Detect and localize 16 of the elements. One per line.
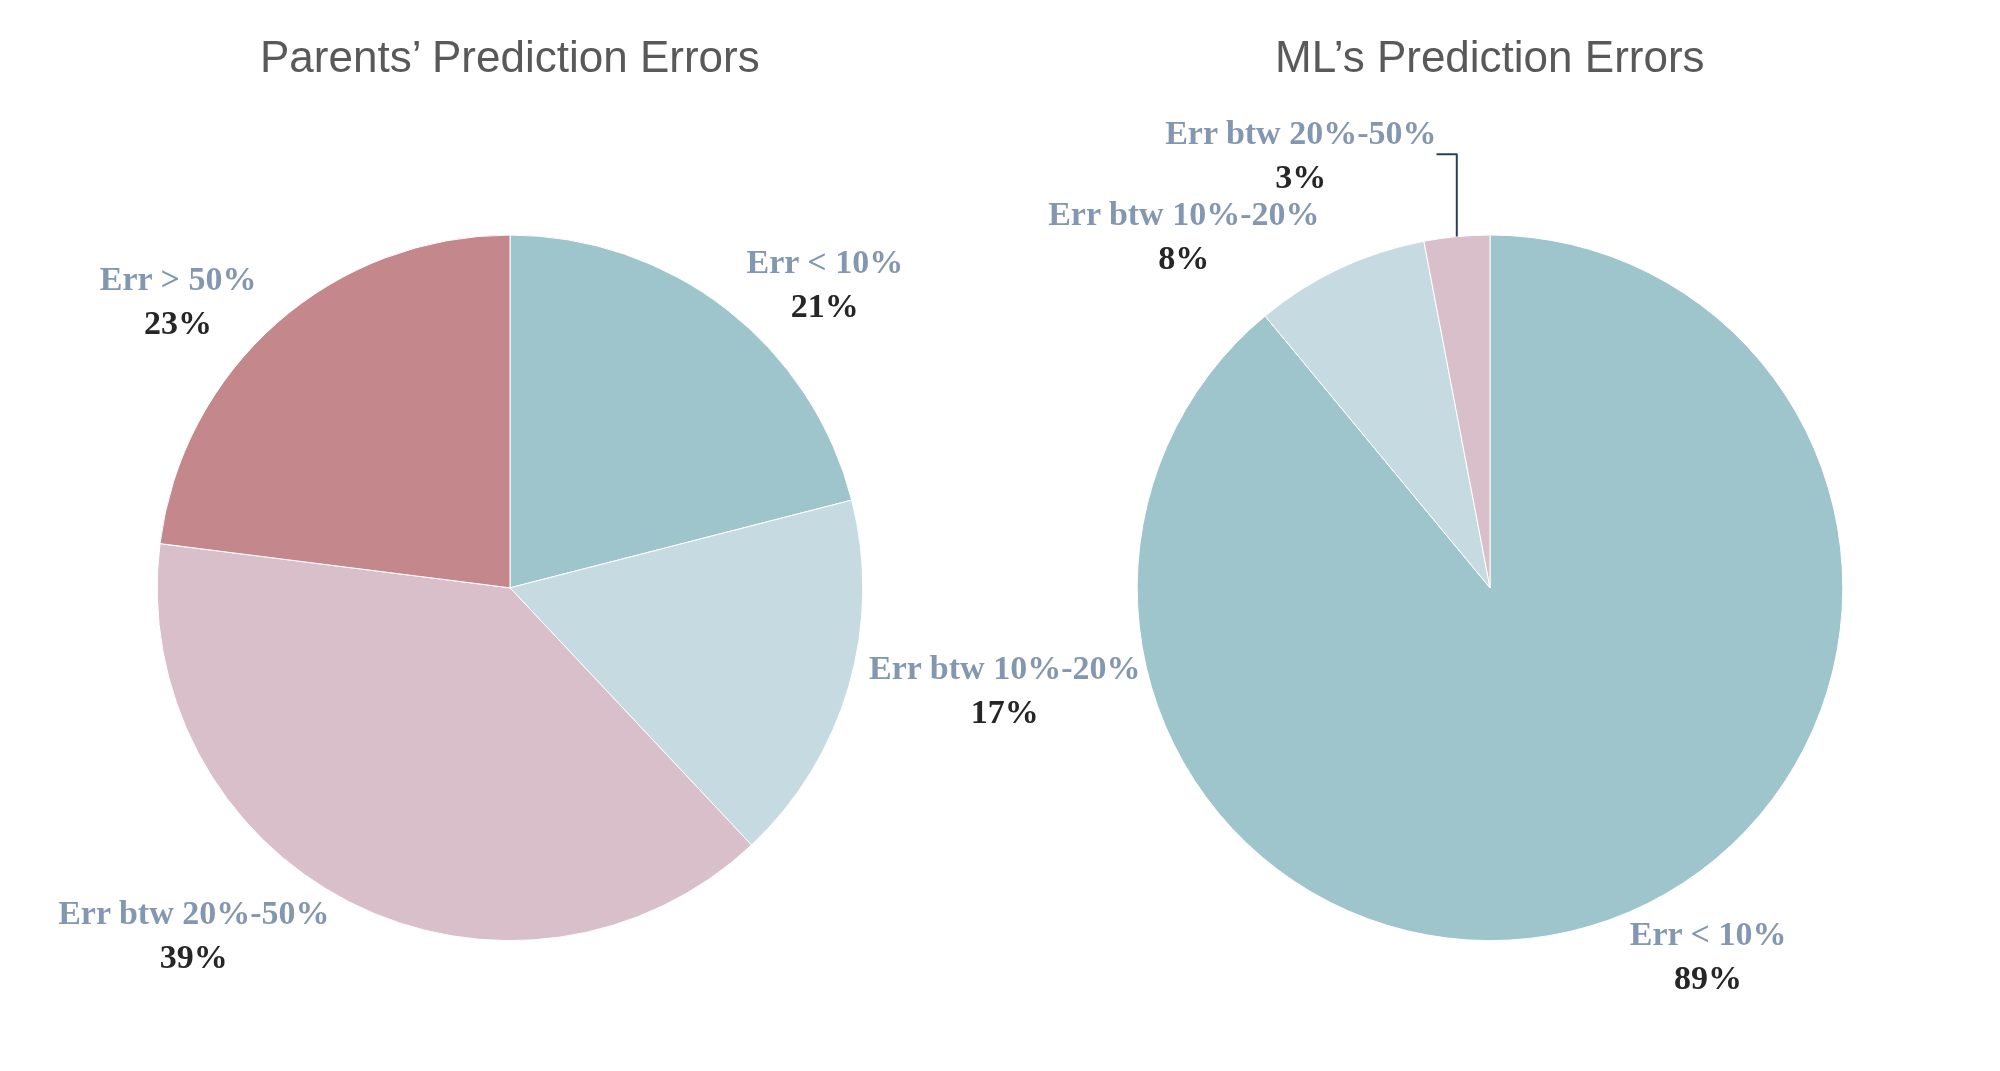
slice-label: Err btw 20%-50% [58,893,330,931]
data-label: 89% [1674,959,1743,997]
chart-title: ML’s Prediction Errors [1275,32,1705,81]
data-label: 17% [970,693,1039,731]
data-label: 21% [790,287,859,325]
slice-label: Err < 10% [746,243,904,281]
slice-label: Err btw 10%-20% [869,648,1141,686]
slice-label: Err > 50% [99,259,257,297]
slice-label: Err < 10% [1629,915,1787,953]
data-label: 8% [1158,238,1210,276]
data-label: 23% [144,303,213,341]
data-label: 3% [1275,157,1327,195]
slice-label: Err btw 10%-20% [1048,194,1320,232]
slice-label: Err btw 20%-50% [1165,113,1437,151]
data-label: 39% [159,938,228,975]
chart-title: Parents’ Prediction Errors [260,32,760,81]
